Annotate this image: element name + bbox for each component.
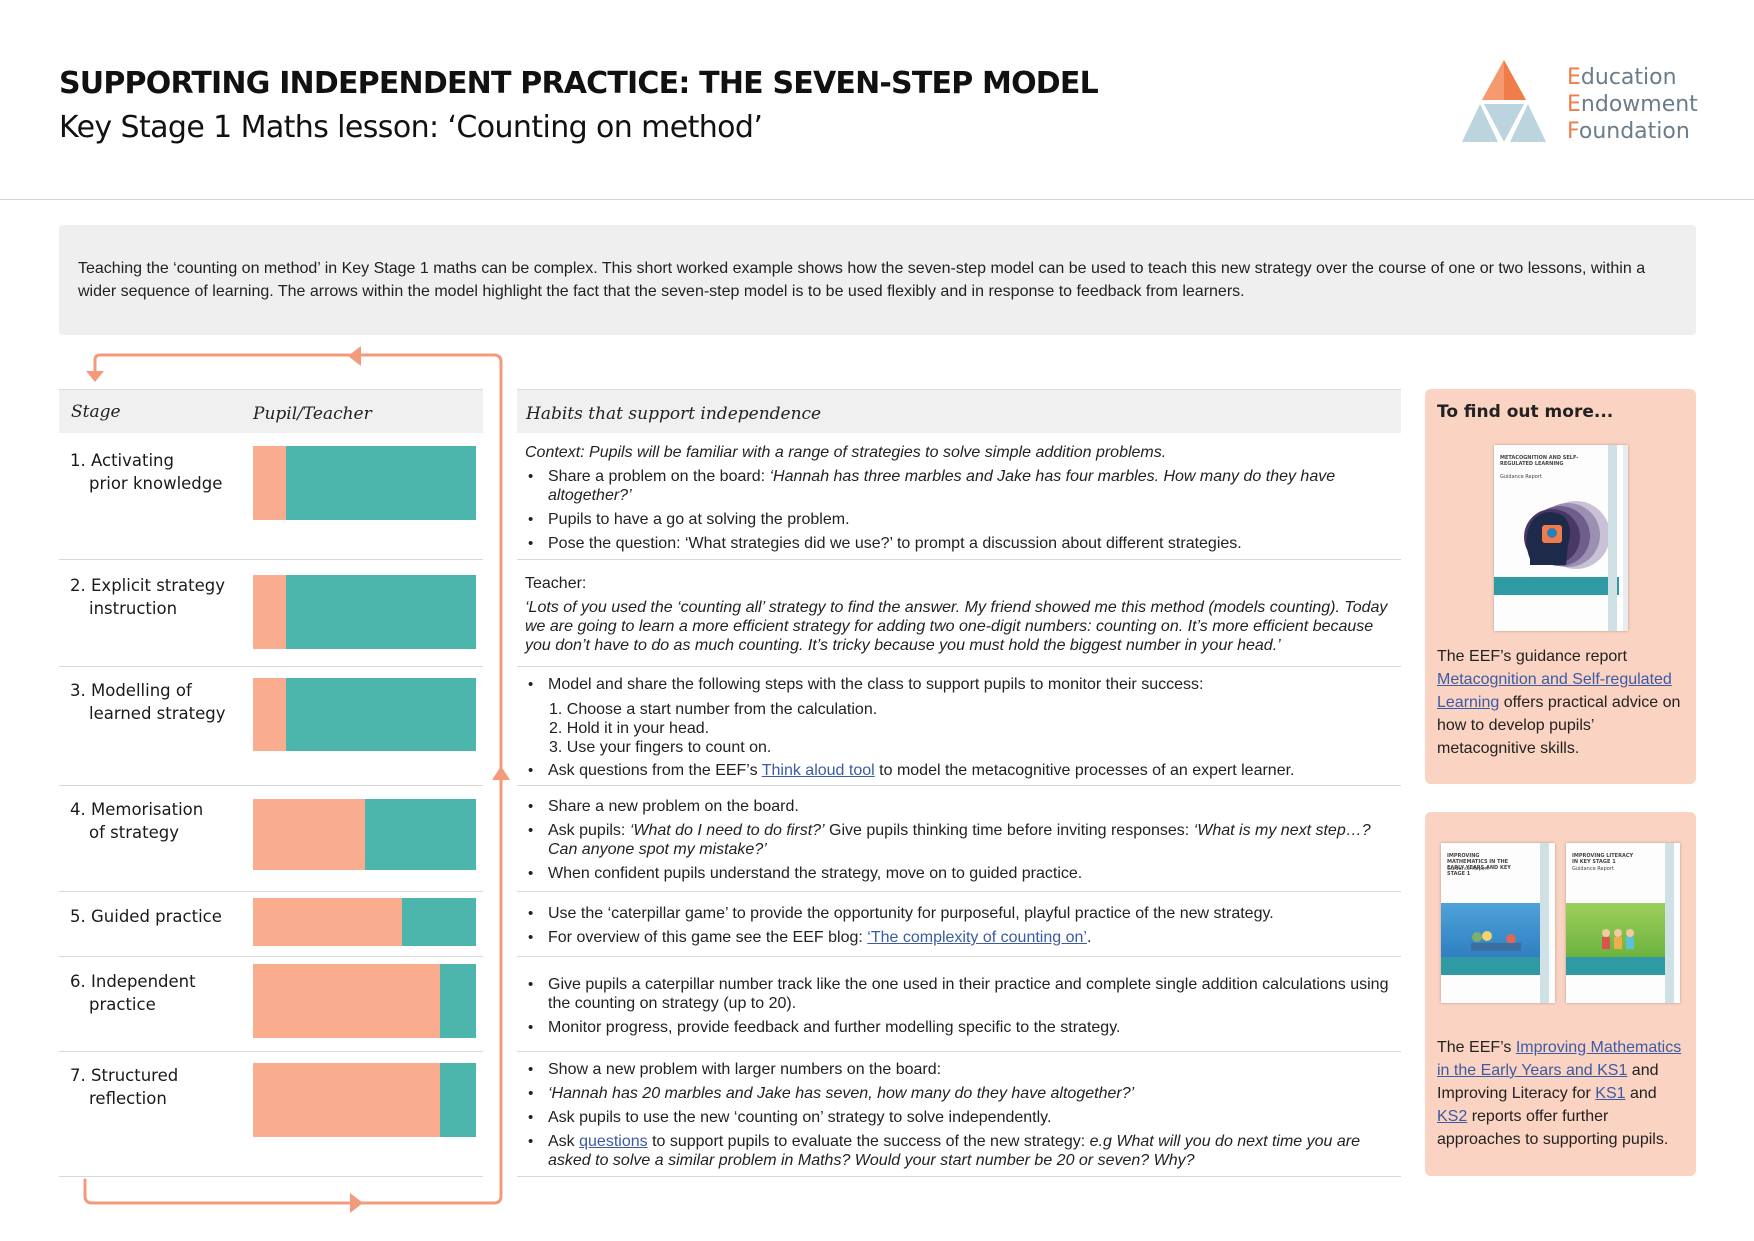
list-item: Monitor progress, provide feedback and f…: [525, 1018, 1401, 1037]
row-divider: [59, 1176, 483, 1177]
pupil-teacher-bar-4: [253, 799, 476, 870]
row-divider: [59, 1051, 483, 1052]
ks1-literacy-link[interactable]: KS1: [1595, 1085, 1626, 1102]
page-subtitle: Key Stage 1 Maths lesson: ‘Counting on m…: [59, 110, 763, 145]
pupil-share-fill: [253, 1063, 441, 1137]
list-item: Ask pupils: ‘What do I need to do first?…: [525, 821, 1401, 859]
habits-stage-1: Context: Pupils will be familiar with a …: [525, 443, 1401, 558]
list-item: Ask pupils to use the new ‘counting on’ …: [525, 1108, 1401, 1127]
list-item: When confident pupils understand the str…: [525, 864, 1401, 883]
list-item: For overview of this game see the EEF bl…: [525, 928, 1401, 947]
habits-stage-7: Show a new problem with larger numbers o…: [525, 1060, 1401, 1175]
list-item: Pupils to have a go at solving the probl…: [525, 510, 1401, 529]
literacy-report-cover[interactable]: IMPROVING LITERACY IN KEY STAGE 1 Guidan…: [1566, 843, 1680, 1003]
teacher-quote: ‘Lots of you used the ‘counting all’ str…: [525, 599, 1388, 654]
stage-label-4: 4. Memorisation of strategy: [70, 800, 204, 842]
list-item: Ask questions from the EEF’s Think aloud…: [525, 761, 1401, 780]
pupil-teacher-bar-6: [253, 964, 476, 1038]
pupil-share-fill: [253, 964, 441, 1038]
further-reports-panel-text: The EEF’s Improving Mathematics in the E…: [1437, 1039, 1682, 1148]
row-divider: [517, 1176, 1401, 1177]
ks2-literacy-link[interactable]: KS2: [1437, 1108, 1468, 1125]
eef-wordmark: Education Endowment Foundation: [1567, 65, 1698, 144]
list-item: Give pupils a caterpillar number track l…: [525, 975, 1401, 1013]
row-divider: [517, 559, 1401, 560]
pupil-share-fill: [253, 575, 287, 649]
row-divider: [59, 559, 483, 560]
metacognition-report-cover[interactable]: METACOGNITION AND SELF-REGULATED LEARNIN…: [1494, 445, 1628, 631]
step-item: 1. Choose a start number from the calcul…: [549, 701, 878, 718]
find-out-more-title: To find out more...: [1437, 402, 1614, 422]
classroom-illustration-icon: [1471, 931, 1521, 951]
row-divider: [517, 1051, 1401, 1052]
think-aloud-tool-link[interactable]: Think aloud tool: [761, 762, 875, 779]
habits-header-label: Habits that support independence: [526, 404, 822, 424]
list-item: Share a new problem on the board.: [525, 797, 1401, 816]
maths-report-link[interactable]: Improving Mathematics in the Early Years…: [1437, 1039, 1682, 1079]
context-text: Context: Pupils will be familiar with a …: [525, 444, 1167, 461]
row-divider: [59, 785, 483, 786]
stage-column-header: Stage Pupil/Teacher: [59, 389, 483, 433]
row-divider: [59, 891, 483, 892]
reading-children-illustration-icon: [1602, 929, 1634, 949]
habits-stage-2: Teacher: ‘Lots of you used the ‘counting…: [525, 574, 1401, 655]
habits-stage-5: Use the ‘caterpillar game’ to provide th…: [525, 904, 1401, 952]
stage-label-2: 2. Explicit strategy instruction: [70, 576, 226, 618]
maths-report-cover[interactable]: IMPROVING MATHEMATICS IN THE EARLY YEARS…: [1441, 843, 1555, 1003]
row-divider: [517, 956, 1401, 957]
pupil-teacher-bar-3: [253, 678, 476, 751]
metacognition-panel-text: The EEF’s guidance report Metacognition …: [1437, 648, 1681, 757]
row-divider: [517, 891, 1401, 892]
questions-link[interactable]: questions: [579, 1133, 648, 1150]
page-title: SUPPORTING INDEPENDENT PRACTICE: THE SEV…: [59, 66, 1099, 101]
header-divider: [0, 199, 1754, 200]
list-item: Pose the question: ‘What strategies did …: [525, 534, 1401, 553]
eef-triangle-logo-icon: [1462, 60, 1546, 142]
find-out-more-panel: To find out more... METACOGNITION AND SE…: [1425, 389, 1696, 784]
pupil-share-fill: [253, 799, 365, 870]
teacher-label: Teacher:: [525, 575, 587, 592]
pupil-teacher-bar-2: [253, 575, 476, 649]
row-divider: [59, 666, 483, 667]
further-reports-panel: IMPROVING MATHEMATICS IN THE EARLY YEARS…: [1425, 812, 1696, 1176]
list-item: Ask questions to support pupils to evalu…: [525, 1132, 1401, 1170]
counting-on-blog-link[interactable]: ‘The complexity of counting on’: [867, 929, 1087, 946]
pupil-teacher-bar-5: [253, 898, 476, 946]
row-divider: [59, 956, 483, 957]
row-divider: [517, 785, 1401, 786]
habits-column-header: Habits that support independence: [517, 389, 1401, 433]
habits-stage-4: Share a new problem on the board. Ask pu…: [525, 797, 1401, 888]
list-item: Use the ‘caterpillar game’ to provide th…: [525, 904, 1401, 923]
row-divider: [517, 666, 1401, 667]
pupil-share-fill: [253, 678, 287, 751]
list-item: ‘Hannah has 20 marbles and Jake has seve…: [525, 1084, 1401, 1103]
stage-label-1: 1. Activating prior knowledge: [70, 451, 223, 493]
list-item: Model and share the following steps with…: [525, 675, 1401, 694]
stage-label-3: 3. Modelling of learned strategy: [70, 681, 226, 723]
habits-stage-6: Give pupils a caterpillar number track l…: [525, 975, 1401, 1042]
head-silhouettes-icon: [1524, 501, 1610, 569]
step-item: 2. Hold it in your head.: [549, 720, 710, 737]
habits-stage-3: Model and share the following steps with…: [525, 675, 1401, 785]
stage-header-label: Stage: [71, 402, 121, 422]
list-item: Show a new problem with larger numbers o…: [525, 1060, 1401, 1079]
stage-label-7: 7. Structured reflection: [70, 1066, 179, 1108]
pupil-teacher-header-label: Pupil/Teacher: [253, 404, 372, 424]
pupil-teacher-bar-7: [253, 1063, 476, 1137]
pupil-teacher-bar-1: [253, 446, 476, 520]
intro-text: Teaching the ‘counting on method’ in Key…: [59, 225, 1696, 335]
stage-label-5: 5. Guided practice: [70, 907, 222, 926]
metacognition-report-link[interactable]: Metacognition and Self-regulated Learnin…: [1437, 671, 1672, 711]
list-item: Share a problem on the board: ‘Hannah ha…: [525, 467, 1401, 505]
stage-label-6: 6. Independent practice: [70, 972, 196, 1014]
step-item: 3. Use your fingers to count on.: [549, 739, 772, 756]
pupil-share-fill: [253, 898, 403, 946]
pupil-share-fill: [253, 446, 287, 520]
